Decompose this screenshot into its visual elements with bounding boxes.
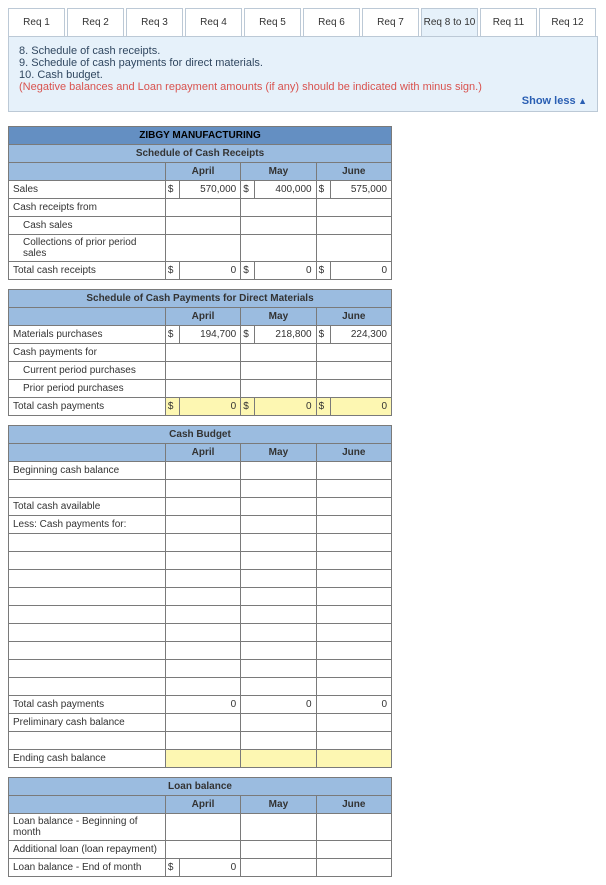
month-may: May — [241, 163, 316, 181]
purch-may[interactable]: 218,800 — [255, 326, 316, 344]
total-rec-jun: 0 — [330, 262, 391, 280]
tab-req11[interactable]: Req 11 — [480, 8, 537, 37]
row-collections[interactable]: Collections of prior period sales — [9, 235, 166, 262]
worksheet: ZIBGY MANUFACTURING Schedule of Cash Rec… — [8, 126, 392, 877]
row-total-receipts: Total cash receipts — [9, 262, 166, 280]
instr-negative-note: (Negative balances and Loan repayment am… — [19, 81, 587, 93]
tab-req5[interactable]: Req 5 — [244, 8, 301, 37]
instruction-panel: 8. Schedule of cash receipts. 9. Schedul… — [8, 36, 598, 112]
tab-req12[interactable]: Req 12 — [539, 8, 596, 37]
loan-end-apr: 0 — [180, 859, 241, 877]
row-total-payments: Total cash payments — [9, 398, 166, 416]
row-materials-purch: Materials purchases — [9, 326, 166, 344]
sales-jun[interactable]: 575,000 — [330, 181, 391, 199]
instr-line2: 9. Schedule of cash payments for direct … — [19, 57, 587, 69]
tab-req8to10[interactable]: Req 8 to 10 — [421, 8, 478, 37]
tab-req6[interactable]: Req 6 — [303, 8, 360, 37]
row-prelim-balance: Preliminary cash balance — [9, 714, 166, 732]
tab-req2[interactable]: Req 2 — [67, 8, 124, 37]
row-sales: Sales — [9, 181, 166, 199]
row-loan-end: Loan balance - End of month — [9, 859, 166, 877]
loan-title: Loan balance — [9, 778, 392, 796]
budget-totpay-jun: 0 — [316, 696, 391, 714]
row-beg-balance: Beginning cash balance — [9, 462, 166, 480]
instr-line1: 8. Schedule of cash receipts. — [19, 45, 587, 57]
payments-title: Schedule of Cash Payments for Direct Mat… — [9, 290, 392, 308]
row-cash-from: Cash receipts from — [9, 199, 166, 217]
row-prior-purch[interactable]: Prior period purchases — [9, 380, 166, 398]
row-current-purch[interactable]: Current period purchases — [9, 362, 166, 380]
totpay-jun: 0 — [330, 398, 391, 416]
tab-req4[interactable]: Req 4 — [185, 8, 242, 37]
row-budget-totpay: Total cash payments — [9, 696, 166, 714]
purch-apr[interactable]: 194,700 — [180, 326, 241, 344]
company-title: ZIBGY MANUFACTURING — [9, 127, 392, 145]
row-total-avail: Total cash available — [9, 498, 166, 516]
total-rec-apr: 0 — [180, 262, 241, 280]
budget-totpay-apr: 0 — [165, 696, 240, 714]
purch-jun[interactable]: 224,300 — [330, 326, 391, 344]
show-less-toggle[interactable]: Show less ▲ — [522, 95, 587, 107]
row-less: Less: Cash payments for: — [9, 516, 166, 534]
total-rec-may: 0 — [255, 262, 316, 280]
tab-req3[interactable]: Req 3 — [126, 8, 183, 37]
totpay-apr: 0 — [180, 398, 241, 416]
receipts-title: Schedule of Cash Receipts — [9, 145, 392, 163]
tab-req7[interactable]: Req 7 — [362, 8, 419, 37]
instr-line3: 10. Cash budget. — [19, 69, 587, 81]
tab-req1[interactable]: Req 1 — [8, 8, 65, 37]
sales-may[interactable]: 400,000 — [255, 181, 316, 199]
tab-strip: Req 1 Req 2 Req 3 Req 4 Req 5 Req 6 Req … — [8, 8, 598, 37]
row-loan-beg: Loan balance - Beginning of month — [9, 814, 166, 841]
row-cash-sales[interactable]: Cash sales — [9, 217, 166, 235]
sales-apr[interactable]: 570,000 — [180, 181, 241, 199]
row-cash-payments-for: Cash payments for — [9, 344, 166, 362]
row-loan-add: Additional loan (loan repayment) — [9, 841, 166, 859]
budget-title: Cash Budget — [9, 426, 392, 444]
month-april: April — [165, 163, 240, 181]
chevron-up-icon: ▲ — [576, 96, 587, 106]
row-end-balance: Ending cash balance — [9, 750, 166, 768]
totpay-may: 0 — [255, 398, 316, 416]
budget-totpay-may: 0 — [241, 696, 316, 714]
month-june: June — [316, 163, 391, 181]
